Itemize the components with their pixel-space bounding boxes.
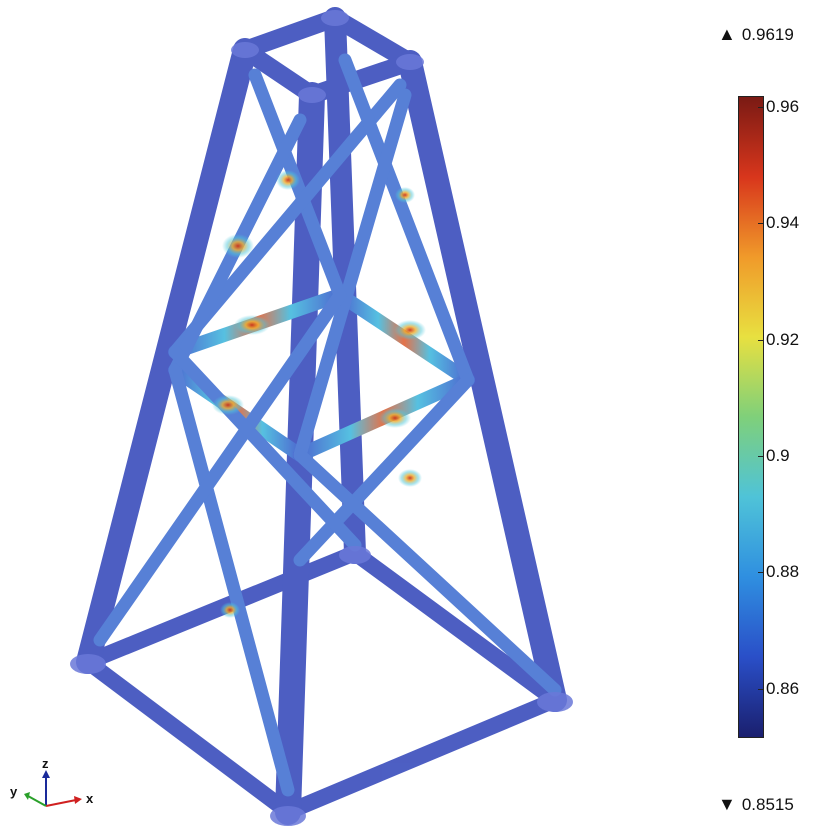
- top-member: [236, 9, 344, 59]
- colorbar-tickmark: [758, 688, 764, 690]
- x-axis-arrow: [45, 799, 77, 807]
- x-axis-label: x: [86, 791, 94, 806]
- colorbar-tick-label: 0.94: [766, 213, 800, 233]
- base-member: [347, 545, 563, 708]
- top-member: [236, 41, 321, 104]
- diagonal-member: [293, 448, 562, 697]
- hotspot: [379, 408, 411, 428]
- z-axis-label: z: [42, 756, 49, 771]
- hotspot: [394, 320, 426, 340]
- hotspot: [212, 395, 244, 415]
- base-member: [280, 692, 563, 820]
- triangle-up-icon: ▲: [718, 24, 736, 44]
- colorbar-tick-label: 0.9: [766, 445, 790, 465]
- colorbar: [738, 96, 764, 738]
- diagonal-member: [338, 53, 475, 387]
- foot-disc: [537, 692, 573, 712]
- colorbar-tick-label: 0.88: [766, 562, 800, 582]
- y-axis-head: [24, 792, 30, 800]
- foot-disc: [339, 546, 371, 564]
- colorbar-tickmark: [758, 223, 764, 225]
- z-axis-head: [42, 770, 50, 778]
- hotspot: [398, 469, 422, 487]
- colorbar-tickmark: [758, 455, 764, 457]
- hotspot: [234, 315, 270, 335]
- colorbar-tick-label: 0.92: [766, 329, 800, 349]
- diagonal-member: [93, 288, 347, 647]
- max-value-text: 0.9619: [741, 25, 794, 44]
- x-axis-head: [74, 796, 82, 804]
- foot-disc: [270, 806, 306, 826]
- hotspot: [276, 170, 300, 190]
- colorbar-tick-label: 0.96: [766, 97, 800, 117]
- colorbar-tickmark: [758, 107, 764, 109]
- top-disc: [396, 54, 424, 70]
- y-axis-label: y: [10, 784, 18, 799]
- node-discs: [70, 10, 573, 826]
- top-disc: [298, 87, 326, 103]
- colorbar-tick-label: 0.86: [766, 678, 800, 698]
- diagonal-member: [168, 345, 362, 552]
- leg-member: [76, 38, 257, 674]
- stress-hotspots: [212, 170, 426, 618]
- triangle-down-icon: ▼: [718, 794, 736, 814]
- max-value-label: ▲ 0.9619: [718, 24, 794, 45]
- diagonal-member: [168, 363, 295, 797]
- base-member: [80, 654, 296, 820]
- axis-triad: [24, 770, 82, 807]
- diagonal-member: [293, 373, 475, 567]
- min-value-text: 0.8515: [741, 795, 794, 814]
- colorbar-tickmark: [758, 572, 764, 574]
- hotspot: [395, 187, 415, 203]
- truss-members: [76, 7, 567, 825]
- colorbar-tickmark: [758, 339, 764, 341]
- hotspot: [220, 602, 240, 618]
- min-value-label: ▼ 0.8515: [718, 794, 794, 815]
- y-axis-arrow: [27, 795, 47, 807]
- top-disc: [231, 42, 259, 58]
- diagonal-member: [293, 88, 412, 462]
- top-member: [326, 9, 419, 71]
- foot-disc: [70, 654, 106, 674]
- hotspot: [222, 234, 254, 258]
- top-disc: [321, 10, 349, 26]
- leg-member: [398, 50, 567, 712]
